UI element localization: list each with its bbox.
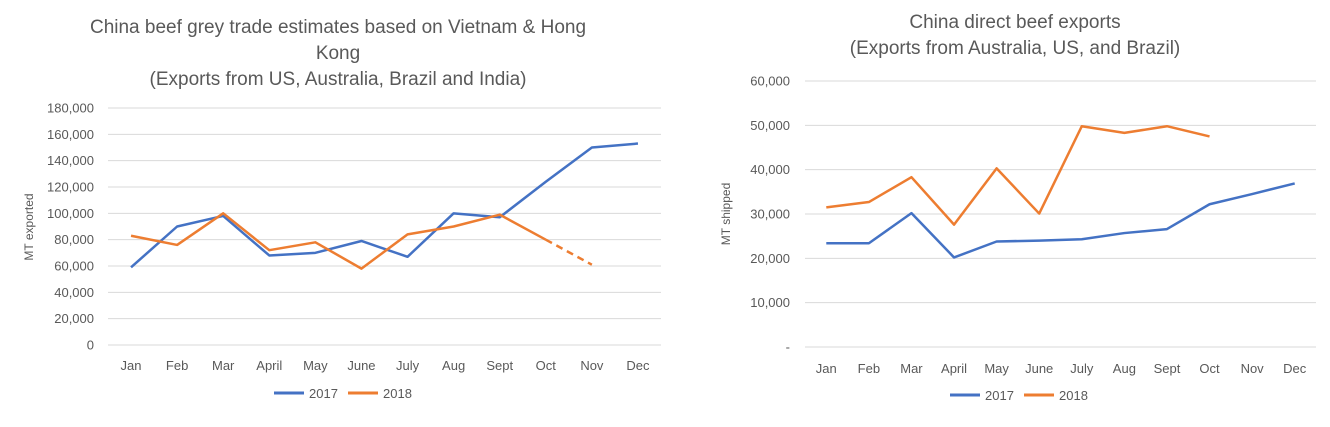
x-tick-label: Nov	[580, 358, 604, 373]
y-tick-label: 40,000	[750, 162, 790, 177]
x-tick-label: Nov	[1241, 361, 1265, 376]
x-tick-label: Mar	[212, 358, 235, 373]
chart-direct-exports-svg: China direct beef exports (Exports from A…	[665, 0, 1330, 422]
x-tick-label: Aug	[442, 358, 465, 373]
x-tick-label: Mar	[900, 361, 923, 376]
x-tick-label: Jan	[816, 361, 837, 376]
y-tick-label: 20,000	[750, 251, 790, 266]
y-tick-label: 80,000	[54, 232, 94, 247]
y-tick-label: 60,000	[54, 259, 94, 274]
x-tick-label: Aug	[1113, 361, 1136, 376]
x-tick-label: July	[1070, 361, 1094, 376]
chart-title-line: China direct beef exports	[909, 12, 1120, 33]
y-tick-label: 160,000	[47, 127, 94, 142]
x-tick-label: April	[941, 361, 967, 376]
x-tick-label: June	[347, 358, 375, 373]
y-tick-label: 20,000	[54, 311, 94, 326]
x-tick-label: Sept	[486, 358, 513, 373]
y-tick-label: 50,000	[750, 118, 790, 133]
y-tick-label: 0	[87, 338, 94, 353]
chart-grey-trade-svg: China beef grey trade estimates based on…	[0, 0, 665, 422]
y-tick-label: 10,000	[750, 295, 790, 310]
x-tick-label: May	[984, 361, 1009, 376]
y-tick-label: 140,000	[47, 153, 94, 168]
x-tick-label: Feb	[858, 361, 880, 376]
y-tick-label: -	[786, 340, 790, 355]
legend-label: 2018	[383, 386, 412, 401]
y-axis-label: MT exported	[22, 193, 36, 260]
chart-title-line: (Exports from US, Australia, Brazil and …	[150, 69, 527, 90]
chart-direct-exports: China direct beef exports (Exports from A…	[665, 0, 1330, 422]
y-tick-label: 180,000	[47, 101, 94, 116]
chart-title-line: (Exports from Australia, US, and Brazil)	[850, 38, 1181, 59]
y-axis-label: MT shipped	[719, 183, 733, 245]
y-tick-label: 60,000	[750, 74, 790, 89]
x-tick-label: Oct	[536, 358, 557, 373]
legend-label: 2017	[309, 386, 338, 401]
x-tick-label: June	[1025, 361, 1053, 376]
chart-title-line: Kong	[316, 43, 360, 64]
y-tick-label: 30,000	[750, 207, 790, 222]
x-tick-label: July	[396, 358, 420, 373]
y-tick-label: 120,000	[47, 180, 94, 195]
legend-label: 2017	[985, 388, 1014, 403]
chart-title-line: China beef grey trade estimates based on…	[90, 17, 586, 38]
x-tick-label: Jan	[121, 358, 142, 373]
legend-label: 2018	[1059, 388, 1088, 403]
y-tick-label: 40,000	[54, 285, 94, 300]
x-tick-label: Feb	[166, 358, 188, 373]
x-tick-label: Sept	[1154, 361, 1181, 376]
x-tick-label: April	[256, 358, 282, 373]
x-tick-label: May	[303, 358, 328, 373]
chart-grey-trade: China beef grey trade estimates based on…	[0, 0, 665, 422]
x-tick-label: Dec	[626, 358, 650, 373]
series-line-2018	[826, 126, 1209, 224]
x-tick-label: Oct	[1199, 361, 1220, 376]
series-line-2018-projected	[546, 240, 592, 265]
y-tick-label: 100,000	[47, 206, 94, 221]
x-tick-label: Dec	[1283, 361, 1307, 376]
series-line-2017	[826, 183, 1294, 257]
